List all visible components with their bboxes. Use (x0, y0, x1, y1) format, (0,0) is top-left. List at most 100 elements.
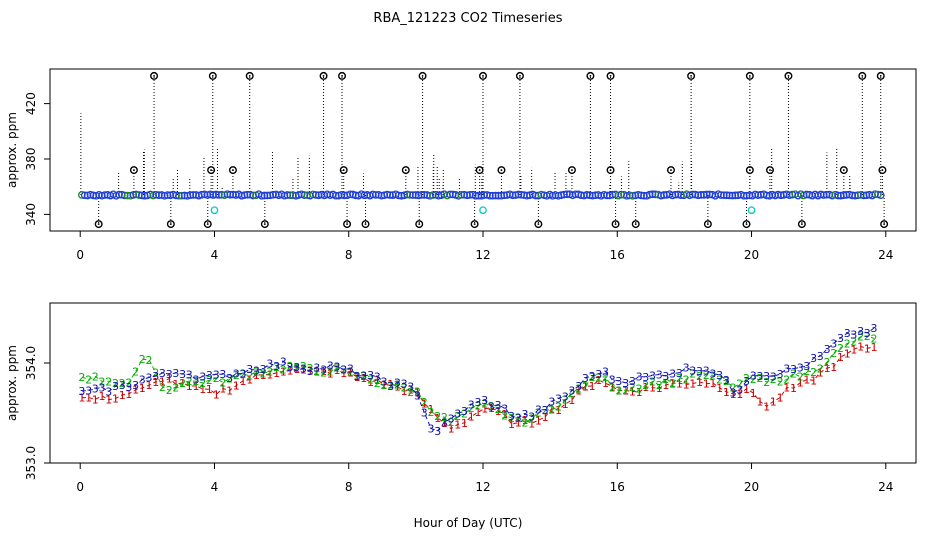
top-outlier-point-center (169, 223, 172, 225)
bottom-series-point: 1 (146, 379, 153, 392)
bottom-series-point: 2 (817, 363, 824, 376)
top-y-tick-label: 420 (24, 92, 38, 115)
bottom-series-point: 3 (186, 369, 193, 382)
bottom-series-point: 1 (495, 405, 502, 418)
top-bulk-point (186, 191, 195, 199)
top-bulk-point (511, 191, 520, 199)
bottom-series-point: 1 (837, 351, 844, 364)
bottom-y-tick-label: 354.0 (24, 346, 38, 380)
bottom-series-point: 2 (347, 366, 354, 379)
top-outlier-point-center (500, 169, 503, 171)
top-outlier-point (475, 166, 484, 175)
bottom-series-point: 2 (293, 362, 300, 375)
bottom-series-point: 3 (824, 343, 831, 356)
bottom-series-point: 1 (441, 417, 448, 430)
bottom-series-point: 2 (797, 371, 804, 384)
bottom-series-point: 3 (615, 375, 622, 388)
bottom-series-point: 1 (864, 342, 871, 355)
top-bulk-point (497, 191, 506, 200)
bottom-series-point: 1 (723, 386, 730, 399)
top-outlier-point-center (211, 75, 214, 77)
bottom-series-point: 1 (387, 378, 394, 391)
bottom-series-point: 3 (783, 363, 790, 376)
bottom-series-point: 3 (844, 327, 851, 340)
bottom-series-point: 2 (394, 378, 401, 391)
bottom-series-point: 2 (649, 376, 656, 389)
bottom-series-point: 3 (602, 366, 609, 379)
bottom-series-point: 1 (448, 423, 455, 436)
bottom-series-point: 2 (615, 385, 622, 398)
bottom-series-point: 2 (683, 374, 690, 387)
top-bulk-point (694, 191, 703, 200)
top-data-layer (78, 71, 889, 229)
bottom-series-point: 3 (501, 402, 508, 415)
top-outlier-point (515, 71, 524, 80)
bottom-series-point: 1 (119, 389, 126, 402)
top-bulk-point (585, 191, 594, 200)
bottom-series-point: 2 (763, 376, 770, 389)
bottom-series-point: 3 (730, 386, 737, 399)
bottom-series-point: 1 (810, 374, 817, 387)
bottom-series-point: 2 (360, 370, 367, 383)
bottom-series-point: 3 (206, 369, 213, 382)
bottom-series-point: 1 (327, 367, 334, 380)
bottom-series-point: 1 (777, 392, 784, 405)
bottom-series-point: 1 (656, 382, 663, 395)
bottom-series-point: 2 (481, 397, 488, 410)
top-bulk-point (360, 191, 369, 200)
top-bulk-point (525, 191, 534, 199)
bottom-series-point: 2 (595, 372, 602, 385)
top-outlier-point-center (404, 169, 407, 171)
bottom-series-point: 2 (381, 379, 388, 392)
bottom-series-point: 3 (166, 368, 173, 381)
bottom-series-point: 1 (756, 395, 763, 408)
top-bulk-point (175, 191, 183, 200)
bottom-series-point: 1 (689, 378, 696, 391)
bottom-series-point: 2 (240, 368, 247, 381)
bottom-series-point: 3 (307, 365, 314, 378)
bottom-series-point: 2 (132, 366, 139, 379)
bottom-series-point: 2 (320, 367, 327, 380)
bottom-series-point: 3 (287, 361, 294, 374)
bottom-series-point: 3 (219, 368, 226, 381)
bottom-series-point: 1 (528, 417, 535, 430)
top-bulk-point (89, 191, 98, 200)
top-outlier-point-center (248, 75, 251, 77)
top-bulk-point (460, 190, 469, 199)
top-outlier-point (858, 71, 867, 80)
top-outlier-point-center (634, 223, 637, 225)
bottom-series-point: 2 (662, 373, 669, 386)
bottom-series-point: 3 (434, 425, 441, 438)
top-outlier-point-center (341, 75, 343, 77)
bottom-series-point: 3 (575, 380, 582, 393)
top-bulk-point (779, 191, 788, 199)
top-bulk-point (577, 191, 586, 200)
bottom-series-point: 2 (125, 377, 132, 390)
bottom-series-point: 3 (293, 361, 300, 374)
top-outlier-point (797, 220, 806, 229)
bottom-series-point: 1 (522, 414, 529, 427)
bottom-series-point: 2 (555, 401, 562, 414)
top-bulk-point (742, 191, 751, 200)
top-bulk-point (514, 190, 523, 199)
bottom-x-tick-label: 12 (475, 480, 490, 494)
top-outlier-point-center (473, 223, 476, 225)
top-outlier-point-center (263, 223, 266, 225)
top-bulk-point (645, 190, 654, 199)
top-outlier-point (415, 220, 424, 229)
top-bulk-point (263, 191, 272, 200)
top-outlier-point-center (800, 223, 803, 225)
top-outlier-point (166, 220, 175, 229)
top-outlier-point-center (670, 169, 672, 171)
bottom-series-point: 2 (280, 363, 287, 376)
top-outlier-point (418, 71, 427, 80)
bottom-series-point: 1 (253, 369, 260, 382)
bottom-series-point: 1 (595, 374, 602, 387)
bottom-series-point: 1 (750, 387, 757, 400)
bottom-series-point: 3 (159, 367, 166, 380)
bottom-series-point: 2 (770, 373, 777, 386)
top-outlier-point-center (842, 169, 845, 171)
bottom-series-point: 2 (468, 402, 475, 415)
bottom-series-point: 3 (313, 362, 320, 375)
bottom-series-point: 3 (656, 369, 663, 382)
